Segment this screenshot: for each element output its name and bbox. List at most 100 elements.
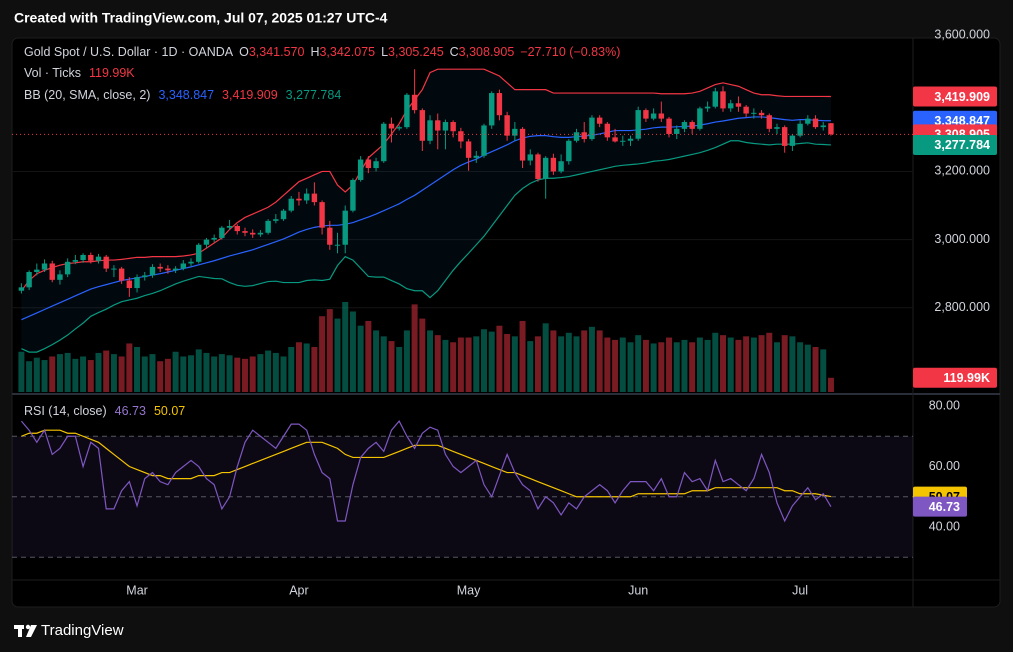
price-pane	[12, 68, 913, 392]
volume-bar	[612, 339, 619, 392]
volume-bar	[342, 302, 349, 392]
volume-bar	[450, 342, 457, 392]
candle-body	[265, 220, 271, 233]
candle-body	[442, 122, 449, 131]
volume-bar	[141, 356, 148, 392]
rsi-tag	[913, 496, 967, 517]
volume-bar	[773, 342, 780, 392]
candle-body	[666, 118, 672, 134]
candle-body	[504, 115, 510, 136]
candle-body	[489, 93, 495, 126]
candle-body	[558, 161, 564, 172]
candle-body	[396, 127, 402, 129]
candle-body	[365, 159, 372, 169]
candle-body	[126, 280, 133, 289]
volume-bar	[727, 337, 734, 392]
volume-bar	[80, 356, 87, 392]
volume-bar	[18, 351, 25, 392]
candle-body	[26, 272, 32, 288]
candle-body	[118, 268, 125, 281]
candle-body	[203, 239, 210, 245]
volume-value: 119.99K	[89, 66, 135, 80]
volume-bar	[766, 332, 773, 392]
candle-body	[728, 103, 734, 109]
candle-body	[250, 232, 256, 235]
candle-body	[650, 113, 657, 119]
price-tag	[913, 134, 997, 155]
volume-bar	[712, 332, 719, 392]
ohlc-key: L	[381, 45, 388, 59]
volume-bar	[33, 357, 40, 392]
candle-body	[350, 179, 356, 211]
volume-bar	[696, 337, 703, 392]
volume-bar	[164, 358, 171, 392]
y-tick-label: 3,000.000	[934, 232, 990, 246]
candle-body	[573, 132, 580, 141]
header-title: Created with TradingView.com, Jul 07, 20…	[14, 10, 388, 26]
volume-bar	[781, 335, 788, 392]
candle-body	[635, 110, 641, 139]
price-tag-label: 3,277.784	[934, 138, 990, 152]
candle-body	[512, 128, 518, 136]
volume-bar	[103, 350, 110, 392]
volume-bar	[203, 352, 210, 392]
candle-body	[311, 193, 318, 203]
volume-bar	[95, 352, 102, 392]
rsi-ma-line	[21, 429, 832, 498]
volume-bar	[157, 361, 164, 392]
volume-bar	[704, 339, 711, 392]
candle-body	[411, 94, 418, 111]
candle-body	[18, 287, 25, 291]
volume-bar	[64, 352, 71, 392]
volume-bar	[627, 342, 634, 392]
ohlc-value: 3,308.905	[459, 45, 515, 59]
footer-brand: TradingView	[41, 622, 124, 639]
rsi-tag-label: 46.73	[929, 500, 960, 514]
y-tick-label: 2,800.000	[934, 300, 990, 314]
candle-body	[303, 193, 310, 201]
legend-main: Gold Spot / U.S. Dollar · 1D · OANDA O3,3…	[24, 45, 620, 59]
volume-bar	[619, 337, 626, 392]
candle-body	[743, 106, 749, 114]
volume-bar	[473, 336, 480, 392]
price-tag-label: 3,419.909	[934, 90, 990, 104]
candle-body	[64, 261, 71, 275]
candle-body	[643, 110, 649, 119]
volume-bar	[272, 352, 279, 392]
candle-body	[542, 157, 549, 179]
candle-body	[219, 227, 225, 238]
volume-bar	[311, 347, 318, 392]
candle-body	[627, 138, 634, 141]
candle-body	[188, 261, 194, 264]
candle-body	[149, 266, 156, 276]
footer-logo: TradingView	[14, 622, 124, 639]
volume-bar	[319, 316, 326, 392]
candle-body	[41, 263, 48, 270]
volume-bar	[411, 304, 418, 392]
volume-bar	[465, 337, 472, 392]
volume-bar	[588, 326, 595, 392]
bb-upper	[20, 68, 831, 292]
candle-body	[589, 117, 595, 140]
candle-body	[720, 91, 726, 109]
candle-body	[157, 266, 163, 269]
volume-bar	[72, 358, 79, 392]
bb-name: BB (20, SMA, close, 2)	[24, 88, 150, 102]
candle-body	[712, 91, 718, 107]
candle-body	[427, 120, 433, 141]
volume-bar	[527, 341, 534, 392]
candle-body	[812, 118, 819, 128]
candle-body	[196, 244, 202, 262]
legend-bb: BB (20, SMA, close, 2) 3,348.847 3,419.909…	[24, 88, 341, 102]
candle-body	[357, 159, 364, 180]
candle-body	[373, 161, 379, 169]
candle-body	[142, 275, 148, 278]
volume-bar	[542, 323, 549, 392]
x-tick-label: May	[457, 583, 481, 597]
volume-bar	[195, 349, 202, 392]
bb-middle-value: 3,348.847	[158, 88, 214, 102]
candle-body	[596, 117, 603, 124]
candle-body	[49, 263, 55, 280]
volume-bar	[689, 342, 696, 392]
rsi-line	[20, 420, 832, 523]
